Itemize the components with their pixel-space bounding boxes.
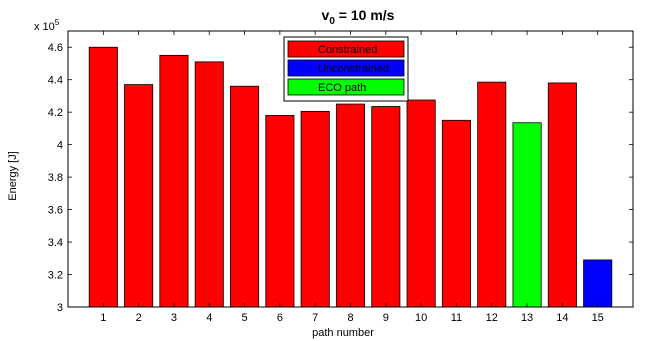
y-axis-label: Energy [J]	[7, 151, 19, 201]
x-tick-label: 9	[383, 312, 389, 324]
x-tick-label: 15	[592, 312, 604, 324]
x-tick-label: 7	[312, 312, 318, 324]
x-tick-label: 10	[415, 312, 427, 324]
y-axis-exponent: x 105	[34, 18, 60, 33]
legend-label: Constrained	[318, 44, 377, 56]
x-tick-label: 2	[136, 312, 142, 324]
y-axis-exponent-power: 5	[55, 18, 60, 27]
x-tick-label: 8	[347, 312, 353, 324]
bar-8	[335, 103, 366, 308]
bar-14	[547, 82, 577, 308]
bar-10	[406, 99, 436, 308]
legend-label: ECO path	[318, 82, 366, 94]
y-tick-label: 3	[57, 302, 63, 314]
bar-13	[512, 122, 542, 308]
bar-5	[230, 85, 260, 308]
y-tick-label: 3.2	[48, 270, 63, 282]
x-tick-label: 11	[451, 312, 462, 324]
legend-swatch	[287, 40, 405, 58]
legend-swatch	[287, 78, 405, 96]
chart-title: v0 = 10 m/s	[322, 7, 395, 27]
y-tick-label: 4.6	[48, 42, 63, 54]
bar-12	[477, 81, 507, 308]
y-tick-label: 3.8	[48, 172, 63, 184]
y-tick-label: 4.2	[48, 107, 63, 119]
x-tick-label: 4	[206, 312, 212, 324]
x-tick-label: 13	[521, 312, 533, 324]
bar-6	[265, 115, 295, 308]
x-tick-label: 3	[171, 312, 177, 324]
bar-7	[300, 110, 330, 308]
chart-title-main: v	[322, 7, 330, 23]
bar-4	[194, 61, 224, 308]
x-tick-label: 6	[277, 312, 283, 324]
x-axis-label: path number	[312, 327, 374, 339]
legend-label: Unconstrained	[318, 63, 389, 75]
x-tick-label: 1	[100, 312, 106, 324]
plot-area: 1 2 3 4 5 6 7 8 9 10 11 12 13 14 1533.23.43.63.844.24.…	[48, 30, 634, 324]
y-tick-label: 3.4	[48, 237, 63, 249]
x-tick-label: 5	[242, 312, 248, 324]
y-tick-label: 3.6	[48, 205, 63, 217]
x-tick-label: 12	[486, 312, 498, 324]
bar-11	[441, 119, 471, 308]
chart-title-rest: = 10 m/s	[335, 7, 395, 23]
legend: Constrained Unconstrained ECO path	[283, 36, 409, 102]
bar-2	[124, 84, 154, 308]
bar-1	[88, 46, 118, 308]
y-tick-label: 4.4	[48, 75, 63, 87]
y-axis-exponent-base: x 10	[34, 21, 55, 33]
legend-swatch	[287, 59, 405, 77]
bar-9	[371, 106, 401, 308]
x-tick-label: 14	[556, 312, 568, 324]
bar-15	[583, 259, 613, 308]
bar-3	[159, 54, 189, 308]
y-tick-label: 4	[57, 140, 63, 152]
chart-title-subscript: 0	[329, 16, 335, 27]
